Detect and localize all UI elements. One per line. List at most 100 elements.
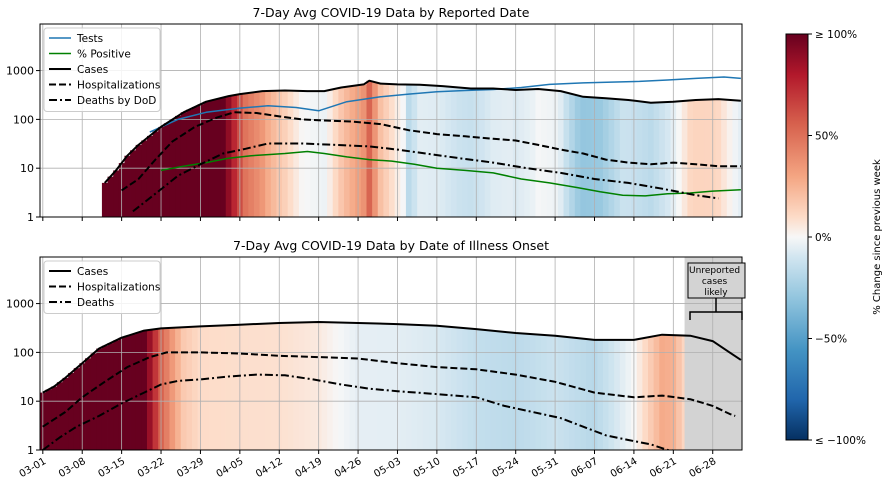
- annotation-text: Unreported cases likely: [689, 266, 743, 298]
- top-xticks: [42, 217, 714, 221]
- x-tick-label: 04-12: [254, 456, 285, 480]
- heatmap-cell: [253, 91, 260, 217]
- heatmap-cell: [445, 326, 452, 450]
- heatmap-cell: [293, 322, 300, 450]
- heatmap-cell: [180, 112, 187, 217]
- series-line-cases: [42, 321, 742, 394]
- heatmap-cell: [653, 335, 660, 450]
- heatmap-cell: [169, 327, 176, 450]
- heatmap-cell: [248, 92, 255, 217]
- heatmap-cell: [715, 99, 722, 217]
- annotation-line-2: cases: [702, 277, 728, 287]
- heatmap-cell: [636, 101, 643, 217]
- series-line-deaths: [42, 373, 678, 450]
- heatmap-cell: [417, 325, 424, 450]
- heatmap-cell: [163, 328, 170, 450]
- bottom-xticks: 03-01 03-08 03-15 03-22 03-29 04-05 04-12 04-19…: [18, 450, 719, 480]
- x-tick-label: 06-21: [648, 456, 679, 480]
- heatmap-cell: [490, 330, 497, 450]
- colorbar-tick-label: −50%: [815, 334, 847, 346]
- heatmap-cell: [411, 324, 418, 450]
- heatmap-cell: [349, 322, 356, 450]
- heatmap-cell: [186, 109, 193, 217]
- bottom-title: 7-Day Avg COVID-19 Data by Date of Illne…: [233, 238, 549, 253]
- heatmap-cell: [608, 98, 615, 217]
- y-tick-label: 1000: [6, 298, 34, 311]
- heatmap-cell: [220, 325, 227, 450]
- heatmap-cell: [225, 325, 232, 450]
- colorbar-tick-label: 50%: [815, 131, 838, 143]
- legend-label: % Positive: [77, 49, 131, 61]
- heatmap-cell: [343, 86, 351, 217]
- heatmap-cell: [141, 330, 148, 450]
- heatmap-cell: [456, 87, 463, 217]
- heatmap-cell: [597, 97, 604, 217]
- x-tick-label: 04-05: [215, 456, 246, 480]
- heatmap-cell: [214, 98, 221, 217]
- heatmap-cell: [304, 322, 311, 450]
- heatmap-cell: [411, 84, 418, 217]
- heatmap-cell: [85, 358, 92, 450]
- heatmap-cell: [192, 106, 199, 217]
- heatmap-cell: [349, 85, 356, 217]
- heatmap-cell: [467, 88, 474, 217]
- heatmap-cell: [507, 89, 514, 217]
- heatmap-cell: [642, 337, 649, 450]
- top-yticks: 1 10 100 1000: [6, 65, 40, 224]
- legend-label: Cases: [77, 64, 108, 76]
- heatmap-cell: [563, 92, 570, 217]
- heatmap-cell: [214, 325, 221, 450]
- heatmap-cell: [625, 99, 632, 217]
- heatmap-cell: [462, 328, 469, 450]
- heatmap-cell: [175, 327, 182, 450]
- x-tick-label: 05-10: [412, 456, 443, 480]
- heatmap-cell: [135, 332, 142, 450]
- heatmap-cell: [479, 88, 486, 217]
- heatmap-cell: [563, 336, 570, 450]
- heatmap-cell: [428, 85, 435, 217]
- bottom-panel: 7-Day Avg COVID-19 Data by Date of Illne…: [6, 238, 746, 480]
- heatmap-cell: [614, 339, 621, 450]
- y-tick-label: 1000: [6, 65, 34, 78]
- heatmap-cell: [192, 326, 199, 450]
- heatmap-cell: [383, 83, 390, 217]
- heatmap-cell: [574, 338, 581, 450]
- heatmap-cell: [73, 368, 80, 450]
- heatmap-cell: [738, 100, 742, 217]
- heatmap-cell: [541, 89, 548, 217]
- heatmap-cell: [321, 322, 328, 450]
- series-line-cases: [103, 79, 741, 184]
- colorbar-ticks: ≥ 100% 50% 0% −50% ≤ −100%: [808, 29, 866, 447]
- heatmap-cell: [45, 389, 52, 450]
- heatmap-cell: [417, 84, 424, 217]
- legend-label: Deaths: [77, 297, 114, 309]
- heatmap-cell: [664, 101, 671, 217]
- heatmap-cell: [113, 340, 120, 450]
- heatmap-cell: [298, 90, 305, 217]
- legend-box: [43, 260, 161, 314]
- heatmap-cell: [253, 323, 260, 450]
- heatmap-cell: [287, 322, 294, 450]
- heatmap-cell: [220, 97, 227, 217]
- x-tick-label: 06-28: [688, 456, 719, 480]
- heatmap-cell: [389, 84, 396, 217]
- heatmap-cell: [681, 100, 688, 217]
- heatmap-cell: [439, 86, 446, 217]
- heatmap-cell: [101, 345, 108, 450]
- series-line-deaths-by-dod: [132, 142, 719, 213]
- heatmap-cell: [107, 343, 114, 450]
- bottom-yticks: 1 10 100 1000: [6, 298, 40, 457]
- series-line-tests: [149, 76, 741, 133]
- top-title: 7-Day Avg COVID-19 Data by Reported Date: [253, 5, 530, 20]
- colorbar-tick-label: ≥ 100%: [815, 29, 857, 41]
- heatmap-cell: [428, 325, 435, 450]
- heatmap-cell: [524, 89, 531, 217]
- heatmap-cell: [107, 176, 114, 217]
- heatmap-cell: [619, 99, 626, 217]
- heatmap-cell: [163, 123, 170, 217]
- heatmap-cell: [287, 90, 294, 217]
- heatmap-cell: [597, 339, 604, 450]
- heatmap-cell: [541, 334, 548, 450]
- heatmap-cell: [653, 102, 660, 217]
- heatmap-cell: [580, 338, 587, 450]
